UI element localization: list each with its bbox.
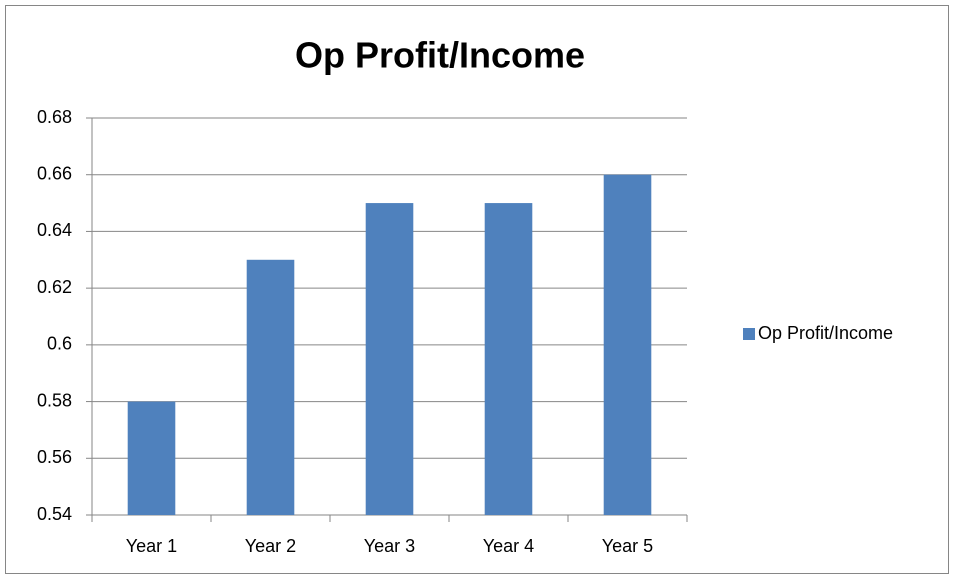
bar bbox=[246, 259, 295, 515]
bar bbox=[603, 174, 652, 515]
legend-swatch bbox=[743, 328, 755, 340]
x-tick-label: Year 1 bbox=[126, 536, 177, 556]
x-tick-label: Year 3 bbox=[364, 536, 415, 556]
y-tick-label: 0.64 bbox=[37, 220, 72, 240]
y-tick-label: 0.62 bbox=[37, 277, 72, 297]
legend-label: Op Profit/Income bbox=[758, 323, 893, 343]
bar bbox=[365, 203, 414, 516]
bar bbox=[484, 203, 533, 516]
bar bbox=[127, 401, 176, 515]
y-tick-label: 0.68 bbox=[37, 107, 72, 127]
x-tick-label: Year 5 bbox=[602, 536, 653, 556]
y-tick-label: 0.6 bbox=[47, 334, 72, 354]
y-tick-label: 0.58 bbox=[37, 390, 72, 410]
x-tick-label: Year 2 bbox=[245, 536, 296, 556]
y-tick-label: 0.56 bbox=[37, 447, 72, 467]
y-tick-label: 0.54 bbox=[37, 504, 72, 524]
y-tick-label: 0.66 bbox=[37, 163, 72, 183]
x-tick-label: Year 4 bbox=[483, 536, 534, 556]
chart-title: Op Profit/Income bbox=[295, 35, 585, 76]
